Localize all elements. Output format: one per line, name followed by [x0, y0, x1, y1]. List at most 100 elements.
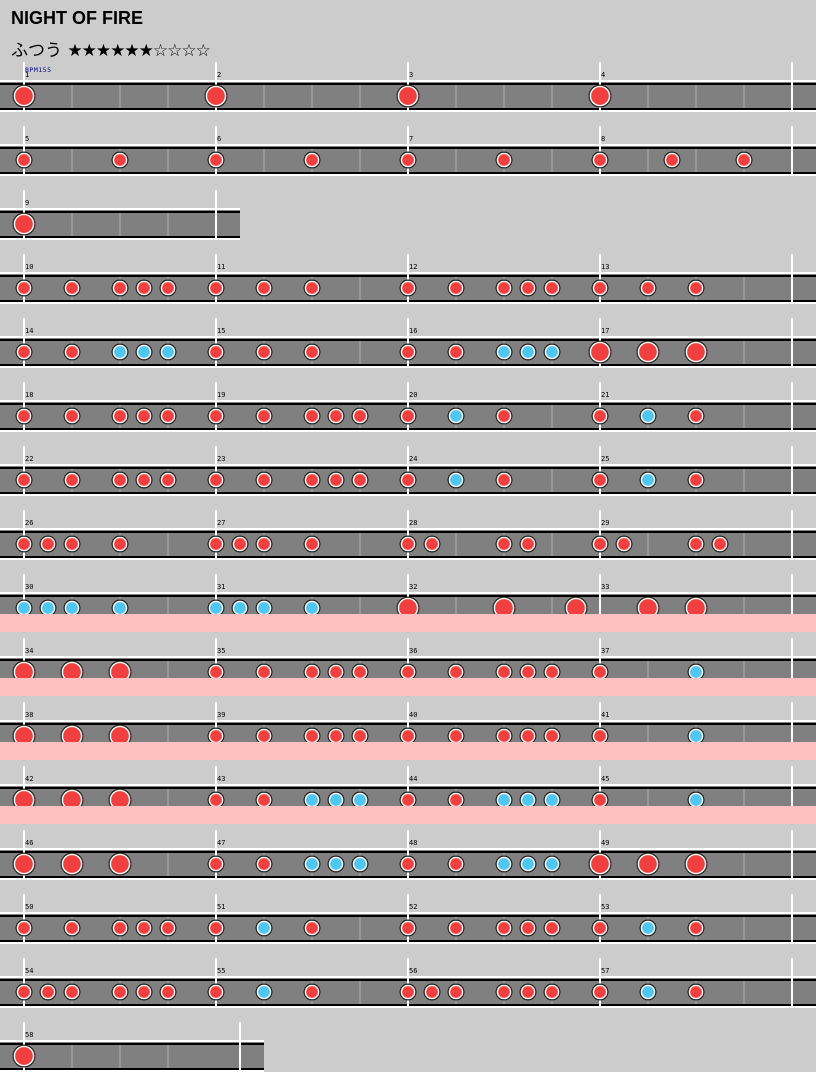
- chart-row: 58: [0, 1022, 264, 1072]
- don-note: [135, 471, 153, 489]
- note-face: [498, 986, 510, 998]
- chart-row: 14 15 16 17: [0, 318, 816, 368]
- note-face: [546, 666, 558, 678]
- don-note: [303, 471, 321, 489]
- measure-number: 44: [409, 775, 417, 783]
- chart-row: 10 11 12 13: [0, 254, 816, 304]
- measure-number: 47: [217, 839, 225, 847]
- note-face: [138, 346, 150, 358]
- big-don-note: [204, 84, 228, 108]
- note-face: [18, 346, 30, 358]
- chart-row: 46 47 48 49: [0, 806, 816, 880]
- ka-note: [687, 663, 705, 681]
- don-note: [303, 983, 321, 1001]
- measure-number: 52: [409, 903, 417, 911]
- note-face: [426, 538, 438, 550]
- lane-bottom-edge: [0, 1070, 264, 1072]
- don-note: [255, 855, 273, 873]
- note-face: [690, 282, 702, 294]
- note-face: [639, 855, 657, 873]
- note-face: [450, 474, 462, 486]
- note-face: [402, 154, 414, 166]
- don-note: [495, 471, 513, 489]
- don-note: [111, 535, 129, 553]
- measure-number: 53: [601, 903, 609, 911]
- note-face: [15, 1047, 33, 1065]
- note-face: [66, 986, 78, 998]
- note-face: [687, 599, 705, 617]
- don-note: [303, 727, 321, 745]
- note-face: [594, 922, 606, 934]
- don-note: [111, 279, 129, 297]
- don-note: [207, 151, 225, 169]
- don-note: [519, 279, 537, 297]
- ka-note: [135, 343, 153, 361]
- note-face: [18, 538, 30, 550]
- difficulty-label: ふつう: [11, 41, 62, 61]
- measure-number: 32: [409, 583, 417, 591]
- gogo-band: [0, 678, 816, 696]
- don-note: [543, 663, 561, 681]
- ka-note: [447, 407, 465, 425]
- measure-number: 8: [601, 135, 605, 143]
- note-face: [111, 727, 129, 745]
- don-note: [207, 407, 225, 425]
- ka-note: [63, 599, 81, 617]
- don-note: [303, 535, 321, 553]
- don-note: [399, 663, 417, 681]
- don-note: [399, 151, 417, 169]
- don-note: [399, 919, 417, 937]
- note-face: [306, 794, 318, 806]
- note-face: [498, 346, 510, 358]
- note-face: [210, 986, 222, 998]
- ka-note: [207, 599, 225, 617]
- note-face: [546, 922, 558, 934]
- don-note: [687, 919, 705, 937]
- big-don-note: [108, 660, 132, 684]
- gogo-band: [0, 742, 816, 760]
- note-face: [114, 986, 126, 998]
- big-don-note: [60, 852, 84, 876]
- don-note: [63, 983, 81, 1001]
- measure-number: 13: [601, 263, 609, 271]
- measure-number: 58: [25, 1031, 33, 1039]
- measure-number: 50: [25, 903, 33, 911]
- note-face: [402, 922, 414, 934]
- ka-note: [255, 919, 273, 937]
- measure-number: 37: [601, 647, 609, 655]
- note-face: [594, 474, 606, 486]
- measure-number: 14: [25, 327, 33, 335]
- note-face: [690, 538, 702, 550]
- don-note: [495, 407, 513, 425]
- don-note: [39, 535, 57, 553]
- don-note: [447, 279, 465, 297]
- note-face: [66, 922, 78, 934]
- ka-note: [495, 343, 513, 361]
- big-don-note: [12, 788, 36, 812]
- ka-note: [255, 983, 273, 1001]
- lane-top-shadow: [0, 1043, 264, 1045]
- note-face: [111, 791, 129, 809]
- note-face: [15, 87, 33, 105]
- note-face: [42, 986, 54, 998]
- measure-number: 4: [601, 71, 605, 79]
- measure-number: 6: [217, 135, 221, 143]
- lane-bottom-edge: [0, 238, 240, 240]
- note-face: [426, 986, 438, 998]
- don-note: [495, 535, 513, 553]
- ka-note: [159, 343, 177, 361]
- don-note: [399, 343, 417, 361]
- ka-note: [447, 471, 465, 489]
- note-face: [66, 410, 78, 422]
- don-note: [687, 471, 705, 489]
- don-note: [15, 471, 33, 489]
- note-face: [42, 602, 54, 614]
- don-note: [735, 151, 753, 169]
- don-note: [495, 983, 513, 1001]
- note-face: [690, 986, 702, 998]
- note-face: [114, 282, 126, 294]
- don-note: [591, 919, 609, 937]
- chart-row: 9: [0, 190, 240, 240]
- measure-number: 55: [217, 967, 225, 975]
- don-note: [231, 535, 249, 553]
